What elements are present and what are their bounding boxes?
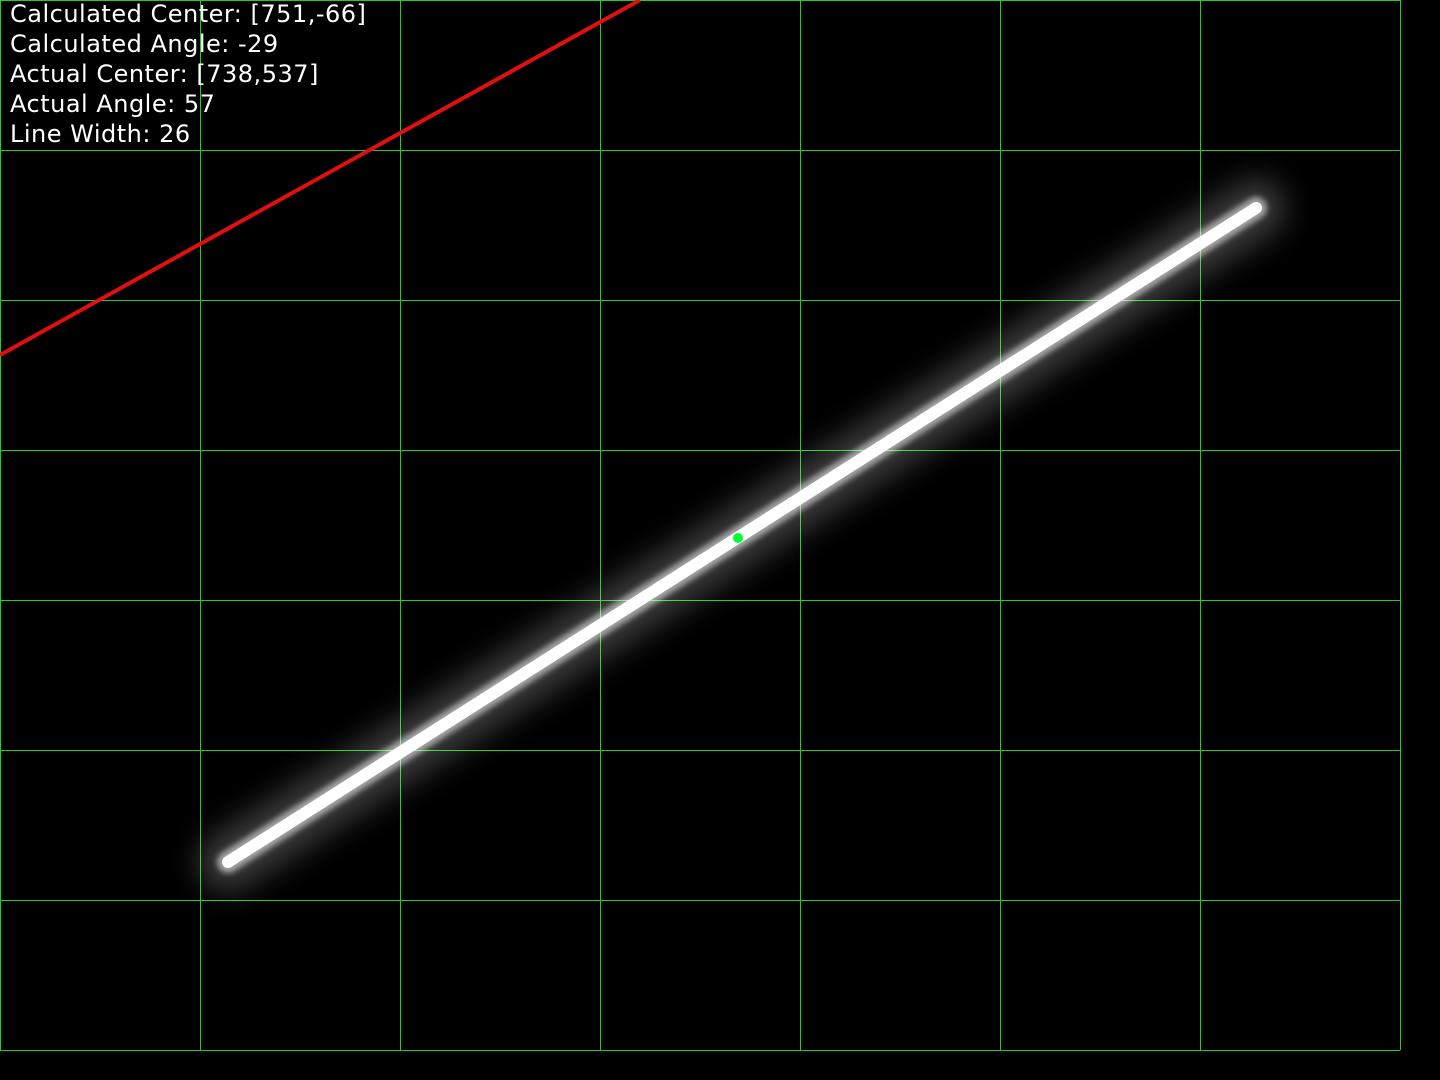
- actual-center-marker: [733, 533, 743, 543]
- actual-angle-text: Actual Angle: 57: [10, 90, 216, 118]
- grid-overlay: [0, 0, 1401, 1051]
- calculated-angle-text: Calculated Angle: -29: [10, 30, 279, 58]
- line-width-text: Line Width: 26: [10, 120, 191, 148]
- calculated-fit-line: [0, 0, 641, 357]
- actual-center-text: Actual Center: [738,537]: [10, 60, 319, 88]
- calculated-center-text: Calculated Center: [751,-66]: [10, 0, 367, 28]
